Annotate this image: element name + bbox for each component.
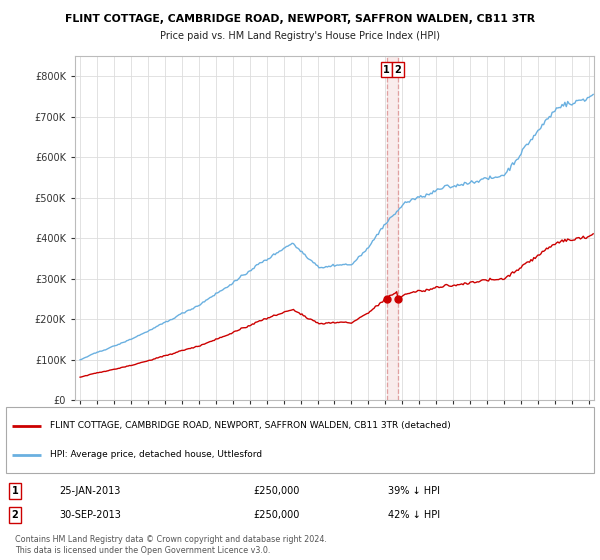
Text: 1: 1 — [11, 486, 18, 496]
Text: 30-SEP-2013: 30-SEP-2013 — [59, 510, 121, 520]
Text: 25-JAN-2013: 25-JAN-2013 — [59, 486, 120, 496]
Bar — [386, 56, 398, 400]
Text: 42% ↓ HPI: 42% ↓ HPI — [388, 510, 440, 520]
Text: Price paid vs. HM Land Registry's House Price Index (HPI): Price paid vs. HM Land Registry's House … — [160, 31, 440, 41]
Text: 2: 2 — [11, 510, 18, 520]
FancyBboxPatch shape — [6, 407, 594, 473]
Text: 2: 2 — [395, 65, 401, 75]
Text: FLINT COTTAGE, CAMBRIDGE ROAD, NEWPORT, SAFFRON WALDEN, CB11 3TR (detached): FLINT COTTAGE, CAMBRIDGE ROAD, NEWPORT, … — [50, 421, 451, 430]
Text: £250,000: £250,000 — [253, 510, 299, 520]
Text: FLINT COTTAGE, CAMBRIDGE ROAD, NEWPORT, SAFFRON WALDEN, CB11 3TR: FLINT COTTAGE, CAMBRIDGE ROAD, NEWPORT, … — [65, 14, 535, 24]
Text: £250,000: £250,000 — [253, 486, 299, 496]
Text: 1: 1 — [383, 65, 390, 75]
Text: 39% ↓ HPI: 39% ↓ HPI — [388, 486, 440, 496]
Text: HPI: Average price, detached house, Uttlesford: HPI: Average price, detached house, Uttl… — [50, 450, 262, 459]
Text: Contains HM Land Registry data © Crown copyright and database right 2024.
This d: Contains HM Land Registry data © Crown c… — [15, 535, 326, 556]
